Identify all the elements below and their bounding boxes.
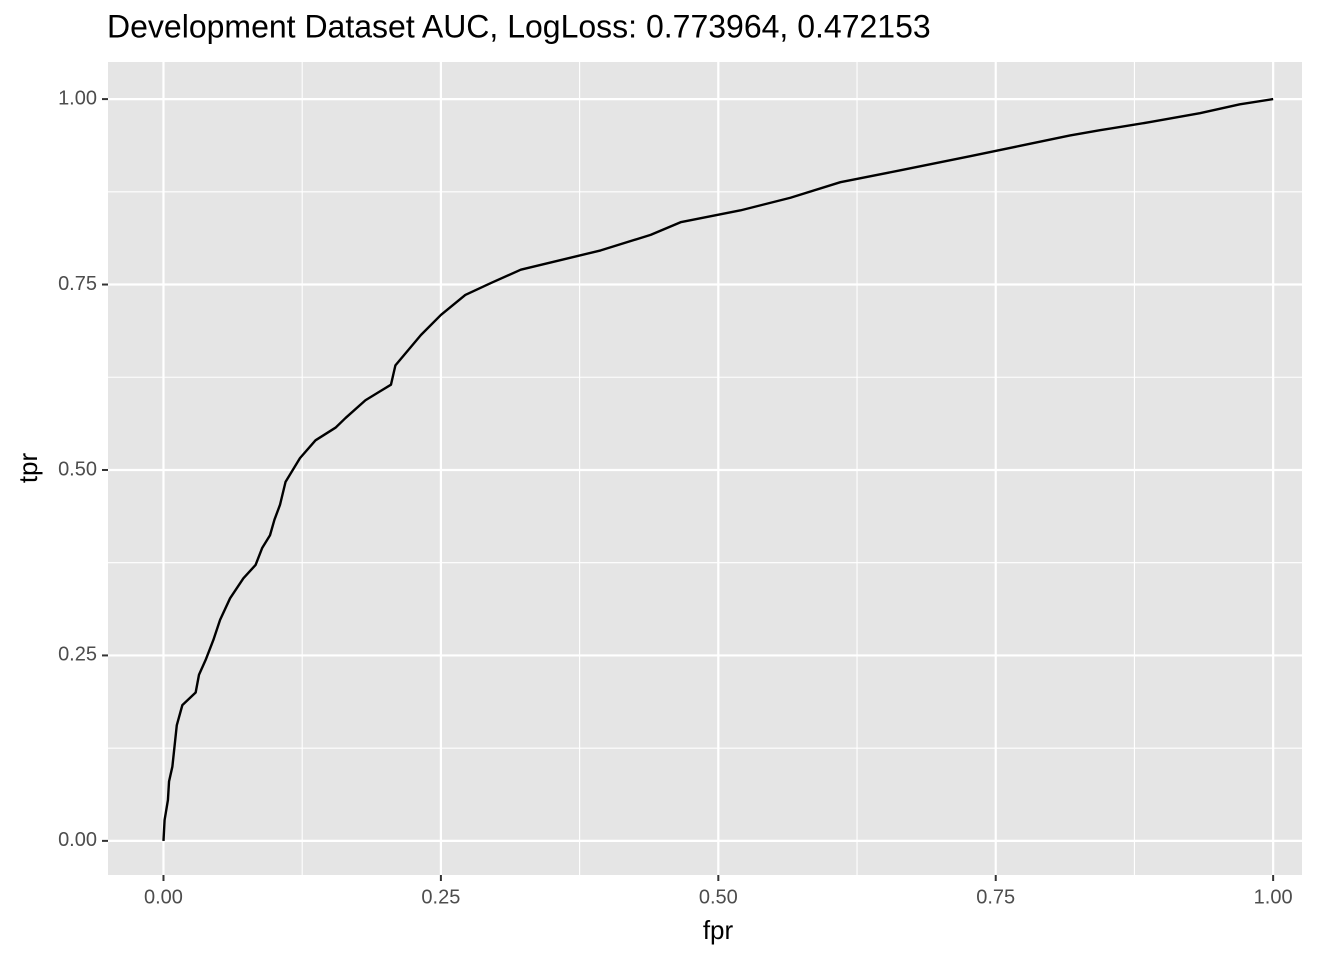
x-axis-title: fpr <box>703 915 734 945</box>
y-tick-label: 0.50 <box>58 458 97 480</box>
y-tick-label: 0.00 <box>58 829 97 851</box>
chart-title: Development Dataset AUC, LogLoss: 0.7739… <box>107 8 931 44</box>
y-tick-label: 1.00 <box>58 87 97 109</box>
x-tick-label: 0.00 <box>144 886 183 908</box>
x-tick-label: 0.25 <box>421 886 460 908</box>
y-axis-title: tpr <box>13 452 43 483</box>
plot-panel <box>108 62 1302 875</box>
x-tick-label: 0.75 <box>976 886 1015 908</box>
roc-line <box>162 97 1274 841</box>
y-tick-label: 0.25 <box>58 644 97 666</box>
x-tick-label: 0.50 <box>699 886 738 908</box>
y-tick-label: 0.75 <box>58 273 97 295</box>
x-tick-label: 1.00 <box>1254 886 1293 908</box>
